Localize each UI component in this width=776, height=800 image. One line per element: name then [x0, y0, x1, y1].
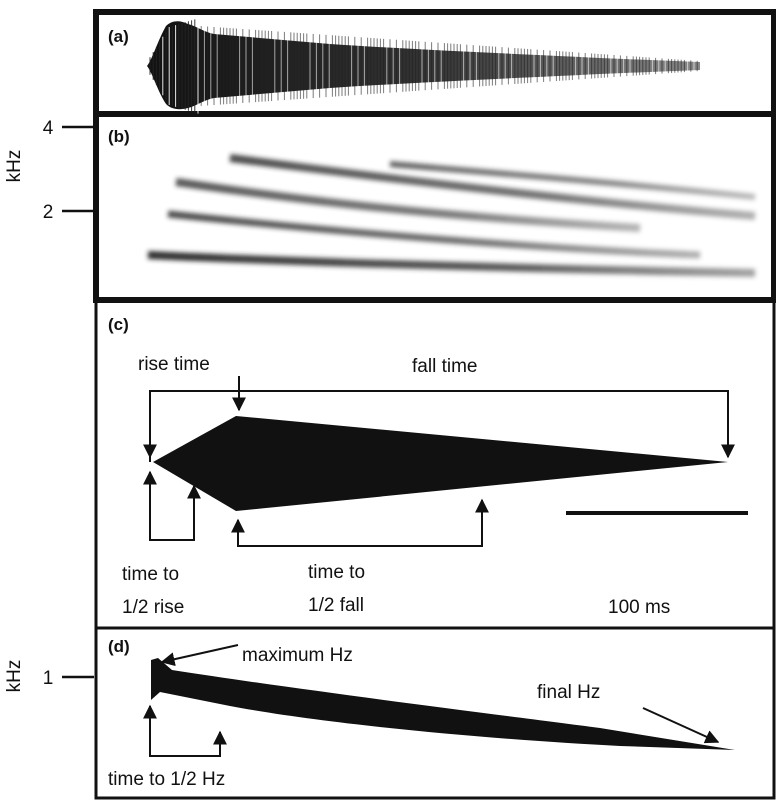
- half-hz-bracket: [149, 712, 221, 757]
- maximum-hz-label: maximum Hz: [242, 645, 353, 666]
- scale-bar-label: 100 ms: [608, 597, 670, 618]
- half-fall-label-line1: time to: [308, 562, 365, 583]
- harmonic-3: [175, 178, 641, 232]
- half-rise-label-line2: 1/2 rise: [122, 597, 184, 618]
- panel-b-label: (b): [108, 127, 130, 146]
- half-fall-bracket: [237, 505, 483, 547]
- axis-d: 1 kHz: [4, 660, 94, 693]
- panel-c-label: (c): [108, 315, 129, 334]
- panel-d-label: (d): [108, 637, 130, 656]
- half-hz-label: time to 1/2 Hz: [108, 769, 225, 790]
- axis-d-unit: kHz: [4, 660, 25, 693]
- fall-time-label: fall time: [412, 356, 477, 377]
- axis-b-unit: kHz: [4, 150, 25, 183]
- final-hz-arrow: [642, 707, 720, 744]
- axis-b: 4 2 kHz: [4, 118, 94, 223]
- axis-d-tick-label-1: 1: [43, 668, 54, 689]
- waveform: [147, 18, 700, 114]
- frequency-contour-shape: [151, 658, 735, 750]
- panel-c-diagram: rise time fall time time to 1/2 rise tim…: [122, 354, 748, 618]
- panel-d-frame: [94, 626, 776, 800]
- axis-b-tick-label-4: 4: [43, 118, 54, 139]
- maximum-hz-arrow: [160, 644, 239, 667]
- half-fall-label-line2: 1/2 fall: [308, 595, 364, 616]
- harmonic-1: [147, 251, 756, 277]
- final-hz-label: final Hz: [537, 682, 600, 703]
- panel-d-diagram: maximum Hz final Hz time to 1/2 Hz: [108, 644, 735, 790]
- half-rise-bracket: [149, 478, 195, 541]
- panel-a-label: (a): [108, 27, 129, 46]
- harmonic-2: [167, 210, 701, 259]
- harmonic-5: [389, 161, 756, 200]
- amplitude-envelope-shape: [153, 416, 728, 511]
- half-rise-label-line1: time to: [122, 564, 179, 585]
- spectrogram: [147, 154, 756, 277]
- axis-b-tick-label-2: 2: [43, 202, 54, 223]
- rise-time-label: rise time: [138, 354, 210, 375]
- harmonic-4: [229, 154, 756, 220]
- waveform-envelope: [147, 21, 700, 110]
- waveform-cycles: [149, 18, 698, 114]
